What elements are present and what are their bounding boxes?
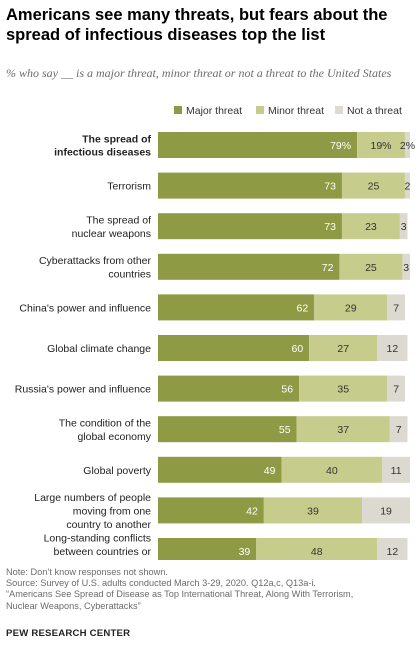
data-label-minor-threat: 25 (365, 262, 377, 274)
data-label-not-a-threat: 11 (391, 465, 402, 477)
data-label-minor-threat: 23 (365, 221, 377, 233)
legend-swatch-major-threat (174, 106, 182, 114)
bar-not-a-threat (377, 538, 408, 560)
category-label: Cyberattacks from other countries (39, 255, 152, 280)
report-title-line-2: Nuclear Weapons, Cyberattacks” (6, 600, 141, 611)
legend-label-minor-threat: Minor threat (268, 105, 324, 117)
legend-swatch-not-a-threat (335, 106, 343, 114)
category-label: The spread of infectious diseases (54, 133, 151, 158)
category-label: The spread of nuclear weapons (72, 215, 151, 240)
data-label-not-a-threat: 12 (387, 546, 399, 558)
bar-major-threat (158, 172, 342, 199)
bar-minor-threat (263, 497, 363, 524)
bar-major-threat (158, 456, 282, 483)
bar-minor-threat (309, 335, 378, 361)
bar-major-threat (158, 294, 315, 321)
bar-not-a-threat (387, 294, 405, 321)
data-label-major-threat: 49 (264, 465, 276, 477)
bar-minor-threat (339, 253, 403, 280)
data-label-not-a-threat: 7 (393, 302, 399, 314)
category-label: Global poverty (83, 465, 151, 477)
legend-swatch-minor-threat (256, 106, 264, 114)
category-label: China's power and influence (19, 302, 151, 314)
data-label-minor-threat: 19% (371, 140, 392, 152)
data-label-major-threat: 39 (239, 546, 251, 558)
category-label: Global climate change (47, 343, 151, 355)
bar-minor-threat (341, 172, 405, 199)
stacked-bar-chart: Major threat Minor threat Not a threat The … (15, 105, 415, 560)
bar-not-a-threat (362, 497, 410, 524)
bar-minor-threat (357, 132, 405, 158)
bar-not-a-threat (402, 253, 410, 280)
data-label-not-a-threat: 2 (405, 181, 411, 193)
legend-label-not-a-threat: Not a threat (347, 105, 402, 117)
data-label-major-threat: 42 (246, 505, 258, 517)
bar-minor-threat (296, 416, 390, 443)
chart-subtitle: % who say __ is a major threat, minor th… (6, 66, 392, 80)
bar-major-threat (158, 375, 300, 402)
bar-major-threat (158, 335, 310, 361)
category-label: Long-standing conflicts between countries… (44, 533, 152, 560)
data-label-not-a-threat: 2% (400, 140, 415, 152)
category-label: The condition of the global economy (59, 418, 152, 443)
bar-major-threat (158, 213, 342, 240)
category-label: Large numbers of people moving from one co… (34, 492, 151, 531)
data-label-not-a-threat: 3 (403, 262, 409, 274)
data-label-minor-threat: 48 (311, 546, 323, 558)
bar-not-a-threat (387, 375, 405, 402)
data-label-major-threat: 62 (297, 302, 309, 314)
data-label-minor-threat: 40 (326, 465, 338, 477)
data-label-minor-threat: 27 (337, 343, 349, 355)
note-text: Note: Don’t know responses not shown. (6, 567, 168, 577)
data-label-minor-threat: 29 (345, 302, 357, 314)
bar-not-a-threat (404, 132, 410, 158)
data-label-major-threat: 55 (279, 424, 291, 436)
data-label-minor-threat: 25 (368, 181, 380, 193)
data-label-major-threat: 56 (281, 384, 293, 396)
data-label-not-a-threat: 12 (387, 343, 399, 355)
data-label-major-threat: 72 (322, 262, 334, 274)
data-label-not-a-threat: 7 (393, 384, 399, 396)
data-label-not-a-threat: 19 (380, 505, 392, 517)
bar-major-threat (158, 416, 297, 443)
data-label-major-threat: 73 (324, 181, 336, 193)
chart-title: Americans see many threats, but fears ab… (6, 6, 388, 44)
bar-not-a-threat (389, 416, 408, 443)
data-label-minor-threat: 39 (307, 505, 319, 517)
data-label-not-a-threat: 3 (401, 221, 407, 233)
category-label: Terrorism (107, 181, 151, 193)
report-title-line-1: “Americans See Spread of Disease as Top … (6, 589, 354, 600)
bar-major-threat (158, 538, 257, 560)
bar-not-a-threat (377, 335, 408, 361)
data-label-minor-threat: 37 (337, 424, 349, 436)
bar-major-threat (158, 253, 340, 280)
data-label-minor-threat: 35 (337, 384, 349, 396)
bar-not-a-threat (399, 213, 408, 240)
brand-credit: PEW RESEARCH CENTER (6, 628, 131, 639)
legend-label-major-threat: Major threat (186, 105, 242, 117)
chart-notes: Note: Don’t know responses not shown. So… (6, 567, 414, 612)
bar-minor-threat (281, 456, 383, 483)
bar-major-threat (158, 497, 264, 524)
bar-minor-threat (341, 213, 400, 240)
bar-not-a-threat (404, 172, 410, 199)
bar-minor-threat (256, 538, 378, 560)
bar-major-threat (158, 132, 358, 158)
data-label-major-threat: 73 (324, 221, 336, 233)
data-label-major-threat: 79% (330, 140, 351, 152)
bar-not-a-threat (382, 456, 410, 483)
data-label-not-a-threat: 7 (396, 424, 402, 436)
category-label: Russia's power and influence (15, 384, 151, 396)
bar-minor-threat (299, 375, 388, 402)
source-text: Source: Survey of U.S. adults conducted … (6, 578, 316, 589)
bar-minor-threat (314, 294, 388, 321)
data-label-major-threat: 60 (292, 343, 304, 355)
